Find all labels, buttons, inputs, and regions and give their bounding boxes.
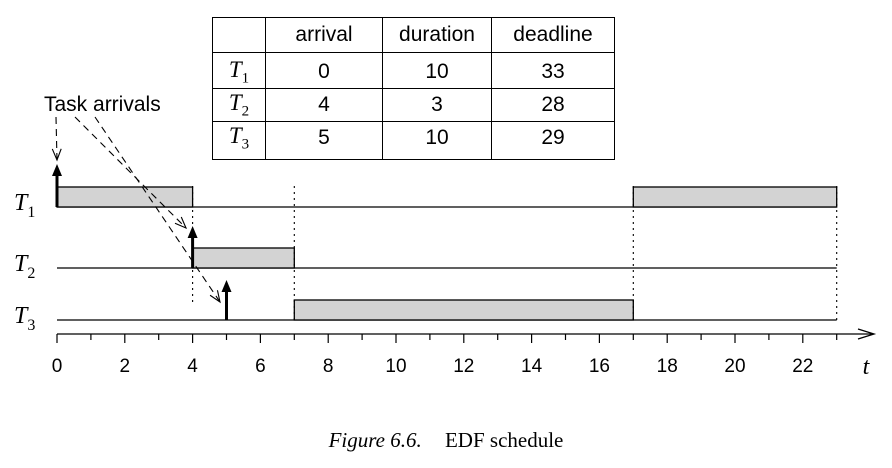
task-row-label: T3 [14,303,35,334]
caption-text: EDF schedule [444,428,564,452]
table-row-t2: T2 4 3 28 [212,88,615,122]
execution-bar [293,299,634,321]
time-axis-label: t [863,354,871,380]
figure-number: Figure 6.6. [328,428,422,452]
annotation-pointer-line [94,116,221,303]
annotation-pointer-head [174,216,188,230]
annotation-pointer-head [51,148,62,162]
axis-tick-label: 18 [657,356,678,377]
annotation-pointer-line [55,116,58,161]
duration-cell: 10 [382,52,492,89]
axis-tick-label: 16 [589,356,610,377]
execution-bar [632,186,838,208]
axis-tick-label: 10 [385,356,406,377]
arrival-cell: 5 [265,121,383,160]
axis-tick-label: 8 [323,356,334,377]
annotation-pointer-line [74,116,187,229]
table-row-t3: T3 5 10 29 [212,121,615,160]
arrival-cell: 0 [265,52,383,89]
task-row-label: T1 [14,190,35,221]
figure-caption: Figure 6.6. EDF schedule [0,428,892,453]
axis-tick-label: 14 [521,356,543,377]
axis-tick-label: 12 [453,356,474,377]
arrival-arrowhead [52,164,62,176]
table-header-deadline: deadline [491,17,615,53]
arrival-arrowhead [221,280,232,292]
axis-tick-label: 4 [187,356,198,377]
axis-tick-label: 2 [120,356,131,377]
execution-bar [191,247,295,269]
axis-tick-label: 6 [255,356,266,377]
arrival-arrowhead [187,226,198,238]
axis-tick-label: 20 [724,356,745,377]
axis-tick-label: 22 [792,356,813,377]
task-name-cell: T3 [212,121,266,160]
annotation-pointer-head [209,290,221,304]
task-parameters-table: arrival duration deadline T1 0 10 33 T2 … [212,17,615,160]
time-axis-arrowhead [857,328,877,340]
axis-tick-label: 0 [52,356,63,377]
deadline-cell: 33 [491,52,615,89]
deadline-cell: 29 [491,121,615,160]
duration-cell: 3 [382,88,492,122]
arrival-cell: 4 [265,88,383,122]
task-arrivals-label: Task arrivals [44,93,161,116]
duration-cell: 10 [382,121,492,160]
table-row-t1: T1 0 10 33 [212,52,615,89]
timeline-area: T1 T2 T3 0 2 4 6 8 10 12 14 16 18 20 22 t [14,116,877,380]
task-row-label: T2 [14,251,35,282]
execution-bar [56,186,194,208]
